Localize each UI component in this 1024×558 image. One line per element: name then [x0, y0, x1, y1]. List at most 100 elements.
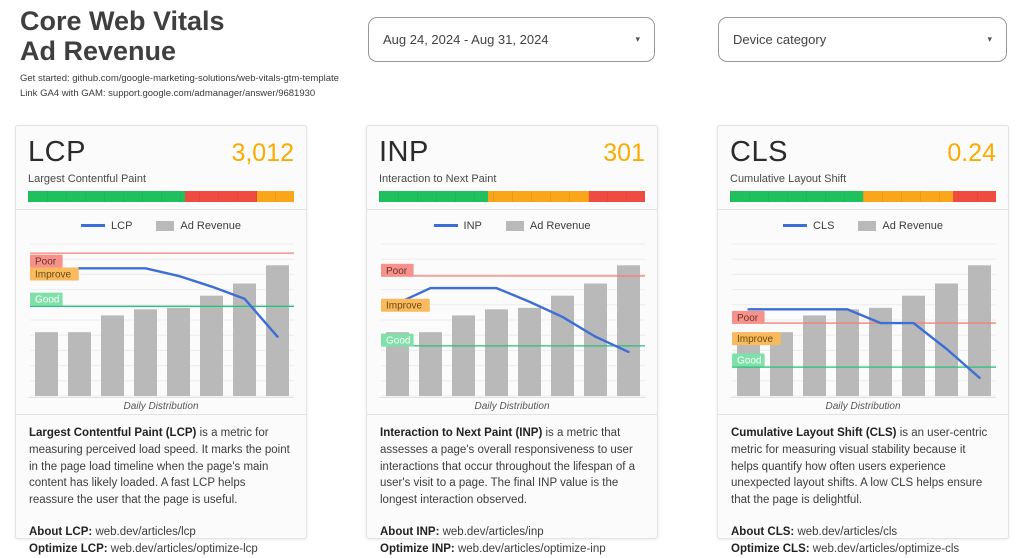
distribution-bar [28, 191, 294, 202]
svg-text:Improve: Improve [386, 301, 423, 312]
line-series-label: CLS [813, 219, 835, 232]
metric-subtitle: Cumulative Layout Shift [730, 173, 847, 185]
divider [16, 209, 306, 210]
description-lead: Interaction to Next Paint (INP) [380, 427, 543, 439]
metric-trend-line [396, 286, 630, 354]
chevron-down-icon: ▾ [987, 34, 992, 44]
metric-value: 301 [603, 139, 645, 167]
metric-value: 3,012 [231, 139, 294, 167]
svg-text:Good: Good [35, 295, 59, 306]
divider [367, 414, 657, 415]
line-series-label: LCP [111, 219, 133, 232]
description-body: is a metric that assesses a page's overa… [380, 427, 636, 507]
svg-text:Good: Good [386, 336, 410, 347]
line-series-swatch [783, 224, 808, 227]
distribution-segment-needs-improvement [256, 191, 294, 202]
distribution-segment-poor [953, 191, 996, 202]
metric-title: INP [379, 136, 429, 168]
description-lead: Cumulative Layout Shift (CLS) [731, 427, 897, 439]
svg-text:Poor: Poor [386, 266, 408, 277]
threshold-badge-improve: Improve [381, 298, 430, 312]
svg-text:Poor: Poor [737, 313, 759, 324]
about-url: web.dev/articles/inp [442, 525, 544, 538]
divider [718, 209, 1008, 210]
description-lead: Largest Contentful Paint (LCP) [29, 427, 197, 439]
metric-title: LCP [28, 136, 86, 168]
daily-distribution-chart: Poor Improve Good [381, 243, 645, 397]
ad-revenue-bars [35, 265, 289, 396]
get-started-link-text: Get started: github.com/google-marketing… [20, 73, 339, 84]
divider [28, 397, 294, 398]
description-body: is an user-centric metric for measuring … [731, 427, 988, 507]
line-series-swatch [81, 224, 106, 227]
distribution-bar [730, 191, 996, 202]
chart-legend: LCP Ad Revenue [28, 215, 294, 236]
about-label: About CLS: [731, 525, 795, 538]
metric-title: CLS [730, 136, 788, 168]
metric-subtitle: Largest Contentful Paint [28, 173, 147, 185]
metric-subtitle: Interaction to Next Paint [379, 173, 497, 185]
distribution-segment-good [28, 191, 185, 202]
metric-card-lcp: LCP 3,012 Largest Contentful Paint LCP A… [15, 125, 307, 555]
threshold-badge-poor: Poor [381, 263, 414, 277]
divider [16, 414, 306, 415]
svg-text:Poor: Poor [35, 257, 57, 268]
description-body: is a metric for measuring perceived load… [29, 427, 290, 507]
chart-caption: Daily Distribution [825, 401, 901, 412]
about-label: About LCP: [29, 525, 93, 538]
divider [730, 397, 996, 398]
page-title: Core Web Vitals Ad Revenue [20, 6, 225, 66]
distribution-segment-needs-improvement [488, 191, 590, 202]
chart-caption: Daily Distribution [474, 401, 550, 412]
threshold-badge-good: Good [732, 353, 765, 367]
distribution-segment-poor [589, 191, 645, 202]
bar-series-label: Ad Revenue [529, 219, 591, 232]
optimize-url: web.dev/articles/optimize-lcp [110, 543, 258, 556]
optimize-label: Optimize CLS: [731, 543, 810, 556]
ad-revenue-bars [386, 265, 640, 396]
divider [718, 414, 1008, 415]
chart-caption: Daily Distribution [123, 401, 199, 412]
optimize-url: web.dev/articles/optimize-inp [457, 543, 606, 556]
metric-description: Interaction to Next Paint (INP) is a met… [367, 415, 657, 558]
svg-text:Improve: Improve [737, 334, 774, 345]
date-range-dropdown[interactable]: Aug 24, 2024 - Aug 31, 2024 ▾ [368, 17, 655, 62]
about-label: About INP: [380, 525, 440, 538]
bar-series-label: Ad Revenue [882, 219, 943, 232]
device-category-value: Device category [733, 32, 827, 47]
line-series-label: INP [463, 219, 482, 232]
svg-text:Improve: Improve [35, 270, 72, 281]
distribution-segment-good [379, 191, 489, 202]
daily-distribution-chart: Poor Improve Good [732, 243, 996, 397]
distribution-segment-good [730, 191, 863, 202]
threshold-badge-good: Good [30, 292, 63, 306]
distribution-segment-needs-improvement [863, 191, 954, 202]
about-url: web.dev/articles/cls [797, 525, 898, 538]
optimize-label: Optimize LCP: [29, 543, 108, 556]
threshold-badge-improve: Improve [732, 332, 781, 346]
threshold-badge-improve: Improve [30, 267, 79, 281]
threshold-badge-poor: Poor [732, 310, 765, 324]
ad-revenue-bars [737, 265, 991, 396]
divider [379, 397, 645, 398]
svg-text:Good: Good [737, 355, 761, 366]
distribution-segment-poor [184, 191, 257, 202]
chevron-down-icon: ▾ [635, 34, 640, 44]
metric-card-cls: CLS 0.24 Cumulative Layout Shift CLS Ad … [717, 125, 1009, 555]
daily-distribution-chart: Poor Improve Good [30, 243, 294, 397]
divider [367, 209, 657, 210]
metric-description: Largest Contentful Paint (LCP) is a metr… [16, 415, 306, 558]
threshold-badge-poor: Poor [30, 254, 63, 268]
chart-legend: INP Ad Revenue [379, 215, 645, 236]
metric-description: Cumulative Layout Shift (CLS) is an user… [718, 415, 1008, 558]
bar-series-label: Ad Revenue [180, 219, 241, 232]
about-url: web.dev/articles/lcp [95, 525, 196, 538]
device-category-dropdown[interactable]: Device category ▾ [718, 17, 1007, 62]
link-ga4-gam-text: Link GA4 with GAM: support.google.com/ad… [20, 88, 316, 99]
chart-legend: CLS Ad Revenue [730, 215, 996, 236]
metric-card-inp: INP 301 Interaction to Next Paint INP Ad… [366, 125, 658, 555]
report-header: Core Web Vitals Ad Revenue Get started: … [20, 6, 360, 101]
distribution-bar [379, 191, 645, 202]
metric-trend-line [45, 267, 279, 338]
metric-value: 0.24 [947, 139, 996, 167]
